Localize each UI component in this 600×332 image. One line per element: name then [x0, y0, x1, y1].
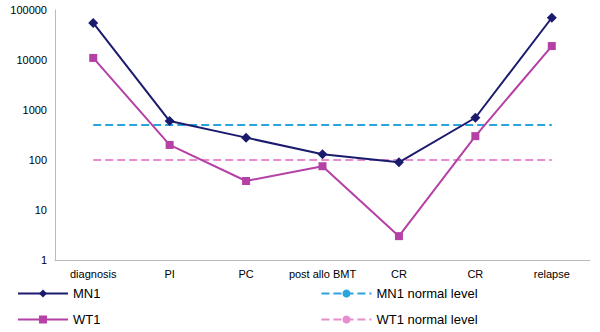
svg-text:10000: 10000 — [16, 54, 47, 66]
svg-text:CR: CR — [467, 268, 483, 280]
svg-text:1: 1 — [41, 254, 47, 266]
svg-text:CR: CR — [391, 268, 407, 280]
svg-text:WT1 normal level: WT1 normal level — [376, 312, 477, 327]
svg-text:PI: PI — [164, 268, 174, 280]
svg-text:1000: 1000 — [23, 104, 47, 116]
svg-text:diagnosis: diagnosis — [70, 268, 117, 280]
svg-text:MN1 normal level: MN1 normal level — [376, 286, 477, 301]
svg-text:WT1: WT1 — [73, 312, 100, 327]
svg-text:100000: 100000 — [10, 4, 47, 16]
svg-text:post allo BMT: post allo BMT — [289, 268, 357, 280]
svg-text:100: 100 — [29, 154, 47, 166]
svg-text:MN1: MN1 — [73, 286, 100, 301]
svg-text:10: 10 — [35, 204, 47, 216]
svg-text:PC: PC — [238, 268, 253, 280]
svg-text:relapse: relapse — [534, 268, 570, 280]
